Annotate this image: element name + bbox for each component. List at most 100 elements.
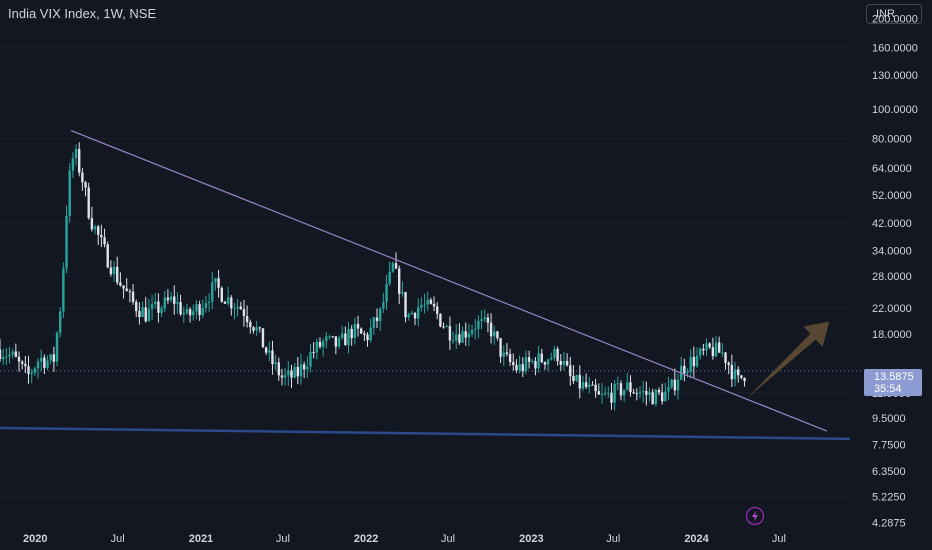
candle-body [236, 306, 239, 309]
candle-body [378, 308, 382, 322]
candle-body [176, 302, 179, 304]
candle-body [689, 356, 692, 372]
candle-body [733, 369, 737, 380]
candle-body [556, 348, 559, 362]
candle-body [214, 278, 217, 283]
candle-body [588, 384, 591, 388]
candle-body [350, 328, 353, 339]
x-tick-label: Jul [111, 533, 125, 545]
candle-body [660, 392, 664, 402]
candle-body [97, 226, 100, 235]
candle-body [14, 351, 18, 357]
candle-body [423, 304, 426, 306]
candle-body [150, 304, 154, 310]
y-tick-label: 100.0000 [872, 104, 918, 116]
candle-body [512, 362, 515, 366]
candle-body [626, 382, 629, 390]
candle-body [455, 334, 458, 341]
candle-body [676, 379, 680, 391]
candle-body [11, 351, 14, 355]
candle-body [100, 234, 103, 238]
candle-body [480, 319, 483, 321]
candle-body [287, 370, 290, 376]
candle-body [638, 392, 642, 394]
candle-body [68, 170, 71, 216]
candle-body [413, 312, 417, 319]
candle-body [293, 367, 296, 378]
candle-body [0, 349, 2, 360]
candle-body [695, 355, 699, 367]
candle-body [112, 266, 116, 275]
candle-body [527, 357, 531, 362]
candle-body [404, 292, 407, 318]
candle-body [724, 352, 727, 363]
y-tick-label: 7.7500 [872, 440, 906, 452]
candle-body [135, 301, 138, 312]
lightning-bolt-icon[interactable] [745, 506, 765, 526]
candle-body [743, 377, 746, 382]
candle-body [245, 316, 249, 323]
candle-body [93, 226, 97, 230]
candle-body [654, 390, 658, 405]
y-tick-label: 6.3500 [872, 466, 906, 478]
candle-body [87, 187, 90, 219]
candle-body [277, 362, 281, 376]
candle-body [220, 287, 223, 302]
candle-body [306, 366, 309, 370]
trendline[interactable] [70, 129, 828, 432]
last-price-badge: 13.5875 35:54 [864, 369, 922, 396]
candle-body [74, 149, 78, 159]
y-tick-label: 80.0000 [872, 134, 912, 146]
time-axis[interactable]: 2020 Jul 2021 Jul 2022 Jul 2023 Jul 2024 Jul [23, 533, 786, 545]
candle-body [401, 292, 404, 294]
candle-body [578, 374, 581, 389]
direction-arrow[interactable] [746, 321, 830, 399]
candle-body [163, 297, 166, 309]
candle-body [33, 368, 37, 373]
candle-body [116, 266, 119, 283]
candle-body [201, 307, 204, 316]
candle-body [496, 331, 499, 339]
candle-body [565, 360, 569, 366]
candle-body [439, 313, 442, 327]
candle-body [20, 361, 24, 364]
trendline[interactable] [0, 426, 851, 441]
candle-body [309, 351, 312, 367]
candle-body [198, 304, 201, 316]
candle-body [737, 369, 740, 376]
candle-body [727, 362, 730, 365]
candle-body [464, 331, 467, 338]
candle-body [71, 158, 75, 171]
candle-body [502, 352, 505, 357]
currency-button[interactable]: INR [866, 4, 922, 24]
candle-body [138, 311, 141, 318]
candle-body [154, 301, 157, 305]
candle-body [261, 328, 265, 348]
x-tick-label: Jul [441, 533, 455, 545]
candle-body [331, 336, 334, 338]
candle-body [318, 341, 322, 347]
candle-body [233, 308, 236, 310]
candle-body [692, 356, 696, 367]
candle-body [8, 354, 11, 357]
y-tick-label: 34.0000 [872, 246, 912, 258]
candle-body [407, 314, 410, 318]
candle-body [442, 326, 445, 328]
y-tick-label: 22.0000 [872, 303, 912, 315]
candle-body [58, 311, 62, 333]
candle-body [515, 365, 518, 371]
candle-series [0, 142, 862, 411]
candle-body [410, 312, 414, 315]
drawings-front[interactable] [0, 129, 851, 441]
price-axis[interactable]: 200.0000 160.0000 130.0000 100.0000 80.0000 6… [872, 13, 918, 529]
candle-body [17, 356, 21, 362]
candle-body [584, 382, 588, 388]
candle-body [242, 309, 246, 317]
candle-body [344, 333, 347, 346]
candle-body [417, 307, 420, 319]
y-tick-label: 18.0000 [872, 329, 912, 341]
candle-body [290, 370, 293, 378]
y-tick-label: 160.0000 [872, 43, 918, 55]
candle-body [717, 342, 721, 353]
